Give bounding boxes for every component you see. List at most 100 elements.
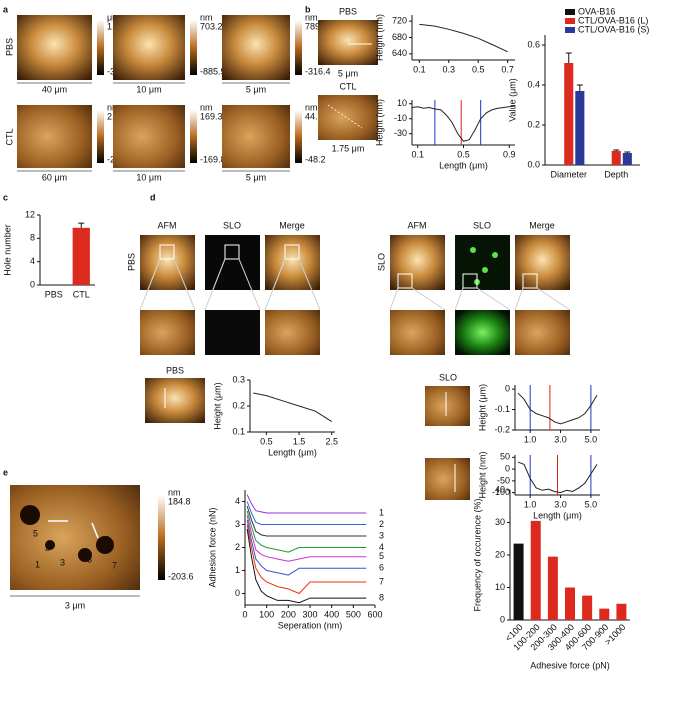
image xyxy=(222,15,290,80)
error-bar xyxy=(613,149,620,151)
line-series xyxy=(246,519,367,576)
x-tick-label: PBS xyxy=(45,289,63,299)
x-axis-label: Length (μm) xyxy=(533,510,582,520)
x-tick-label: 0.1 xyxy=(413,64,426,74)
y-tick-label: 0.2 xyxy=(527,119,540,129)
y-tick-label: 10 xyxy=(397,98,407,108)
zoom-line xyxy=(264,258,286,311)
line-series xyxy=(517,461,598,494)
point-label: 4 xyxy=(33,506,38,516)
row-label: CTL xyxy=(4,128,14,145)
x-tick-label: 3.0 xyxy=(554,434,567,444)
x-tick-label: 0.1 xyxy=(411,149,424,159)
y-tick-label: 0.6 xyxy=(527,39,540,49)
y-tick-label: 10 xyxy=(495,582,505,592)
y-tick-label: -0.2 xyxy=(494,424,510,434)
line-series xyxy=(246,494,367,514)
y-tick-label: -50 xyxy=(497,475,510,485)
image xyxy=(205,235,260,290)
panel-letter: e xyxy=(3,467,8,477)
image-label: PBS xyxy=(339,6,357,16)
colorbar-unit: nm xyxy=(305,12,318,22)
x-tick-label: 0 xyxy=(242,609,247,619)
error-bar xyxy=(78,222,85,228)
zoom-line xyxy=(298,258,321,311)
image xyxy=(265,310,320,355)
y-tick-label: 680 xyxy=(392,32,407,42)
y-tick-label: 0.3 xyxy=(232,374,245,384)
x-axis-label: Seperation (nm) xyxy=(278,620,343,630)
x-tick-label: Diameter xyxy=(550,169,587,179)
x-tick-label: 5.0 xyxy=(585,434,598,444)
image xyxy=(318,95,378,140)
zoom-box xyxy=(159,244,175,260)
line-series xyxy=(419,23,508,53)
point-label: 8 xyxy=(87,554,92,564)
zoom-box xyxy=(284,244,300,260)
y-axis-label: Height (nm) xyxy=(374,99,384,146)
x-tick-label: 400 xyxy=(324,609,339,619)
error-bar xyxy=(565,52,572,63)
bar xyxy=(599,608,610,620)
hole xyxy=(20,505,40,525)
y-tick-label: -0.1 xyxy=(494,404,510,414)
image xyxy=(390,310,445,355)
x-tick-label: CTL xyxy=(73,289,90,299)
x-tick-label: 1.5 xyxy=(293,436,306,446)
colorbar-min: -316.4 xyxy=(305,66,331,76)
colorbar-unit: nm xyxy=(200,102,213,112)
hole xyxy=(78,548,92,562)
y-tick-label: 8 xyxy=(30,233,35,243)
zoom-box xyxy=(462,273,478,289)
image xyxy=(425,458,470,500)
bar xyxy=(575,91,585,165)
x-tick-label: 2.5 xyxy=(325,436,338,446)
y-tick-label: -30 xyxy=(394,128,407,138)
colorbar-max: 44.1 xyxy=(305,111,323,121)
image xyxy=(113,105,185,168)
y-axis-label: Adhesion force (nN) xyxy=(207,507,217,587)
arrow xyxy=(91,522,99,539)
series-label: 4 xyxy=(379,542,384,552)
image xyxy=(205,310,260,355)
image xyxy=(140,235,195,290)
x-tick-label: 1.0 xyxy=(524,499,537,509)
scale-label: 1.75 μm xyxy=(332,143,365,153)
y-tick-label: 0 xyxy=(505,383,510,393)
image xyxy=(140,310,195,355)
y-tick-label: 0 xyxy=(235,588,240,598)
colorbar-min: -885.9 xyxy=(200,66,226,76)
x-tick-label: 0.5 xyxy=(472,64,485,74)
bar xyxy=(616,603,627,620)
y-tick-label: -100 xyxy=(492,487,510,497)
point-label: 1 xyxy=(35,559,40,569)
colorbar-max: 703.2 xyxy=(200,21,223,31)
y-tick-label: 20 xyxy=(495,549,505,559)
series-label: 6 xyxy=(379,563,384,573)
bar xyxy=(547,556,558,620)
bar xyxy=(564,63,574,165)
y-tick-label: 720 xyxy=(392,16,407,26)
x-tick-label: 0.5 xyxy=(457,149,470,159)
bar xyxy=(513,543,524,620)
bar xyxy=(582,595,593,620)
y-tick-label: 1 xyxy=(235,565,240,575)
line-series xyxy=(253,392,332,423)
y-axis-label: Height (μm) xyxy=(212,382,222,429)
image xyxy=(455,235,510,290)
row-label: PBS xyxy=(4,38,14,56)
y-tick-label: 2 xyxy=(235,542,240,552)
colorbar xyxy=(158,495,165,580)
x-tick-label: Depth xyxy=(604,169,628,179)
y-tick-label: 0 xyxy=(505,463,510,473)
row-label: SLO xyxy=(376,253,386,271)
point-label: 2 xyxy=(45,542,50,552)
x-tick-label: 600 xyxy=(367,609,382,619)
scale-label: 5 μm xyxy=(338,68,358,78)
image xyxy=(318,20,378,65)
hole xyxy=(96,536,114,554)
line-series xyxy=(246,515,367,562)
y-tick-label: 0.1 xyxy=(232,426,245,436)
colorbar xyxy=(97,20,104,75)
